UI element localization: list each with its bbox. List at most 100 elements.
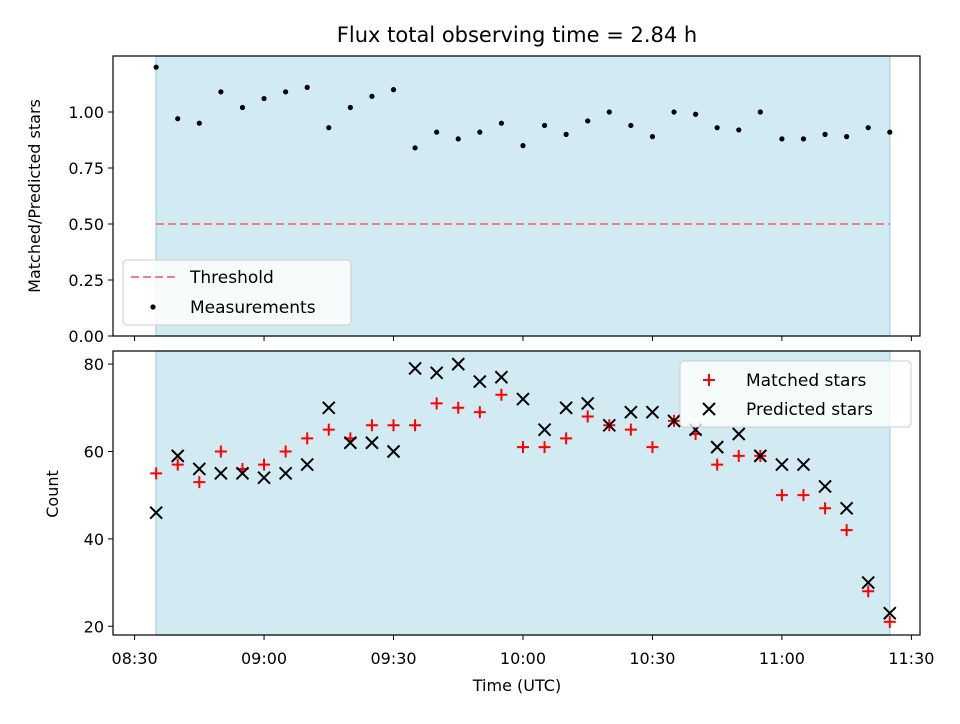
x-tick-label: 09:00 [241,649,287,668]
predicted-star-point [645,405,660,419]
matched-star-point [387,419,400,432]
predicted-star-point [300,457,314,472]
measurement-point [434,129,440,135]
predicted-star-point [732,427,746,441]
legend-matched-swatch [703,374,715,386]
bottom-y-axis-label: Count [43,470,62,518]
predicted-star-point [602,418,616,432]
predicted-star-point [861,575,875,590]
measurement-point [153,64,159,70]
y-tick-label: 1.00 [68,103,104,122]
measurement-point [261,95,267,102]
measurement-point [585,118,591,124]
measurement-point [779,136,785,142]
chart-title: Flux total observing time = 2.84 h [337,23,697,47]
top-panel: 0.00 0.25 0.50 0.75 1.00 Threshold Measurement… [68,55,921,346]
measurement-point [563,131,569,137]
measurement-point [218,89,224,95]
measurement-point [520,143,526,149]
measurement-point [865,125,871,131]
predicted-star-point [451,357,465,371]
predicted-star-point [775,457,789,472]
measurement-point [390,87,397,93]
predicted-star-point [516,392,530,406]
y-tick-label: 40 [84,530,104,549]
matched-star-point [624,423,637,436]
predicted-star-point [365,436,379,450]
matched-star-point [560,432,573,445]
predicted-star-point [386,444,401,459]
matched-star-point [516,441,529,454]
legend-label-threshold: Threshold [189,268,274,288]
matched-star-point [495,388,508,401]
legend-box [679,360,912,428]
matched-star-point [279,445,292,458]
matched-star-point [732,449,745,462]
predicted-star-point [580,396,595,411]
predicted-star-point [818,479,832,494]
measurement-point [455,136,461,142]
matched-star-point [409,419,422,432]
measurement-point [692,111,699,117]
legend-label-matched: Matched stars [746,371,866,391]
x-tick-label: 11:30 [888,649,934,668]
measurement-point [304,84,310,90]
matched-star-point [214,445,227,458]
y-tick-label: 0.75 [68,159,104,178]
matched-star-point [301,432,314,445]
matched-star-point [473,406,486,419]
measurement-point [498,120,504,126]
y-tick-label: 20 [84,617,104,636]
predicted-star-point [214,466,228,481]
predicted-star-point [149,505,163,520]
measurement-point [347,104,353,111]
y-tick-label: 80 [84,355,104,374]
measurement-point [757,109,763,115]
measurement-point [671,109,677,115]
predicted-star-point [473,374,487,389]
x-tick-label: 11:00 [759,649,805,668]
matched-star-point [193,476,206,489]
matched-star-point [150,467,163,480]
matched-star-point [365,419,378,432]
measurement-point [369,93,375,99]
legend-predicted-swatch [702,402,716,416]
predicted-star-point [429,366,444,380]
matched-star-point [819,502,832,515]
measurement-point [628,122,634,129]
measurement-point [412,145,418,151]
x-tick-label: 10:30 [629,649,675,668]
measurement-point [541,122,548,129]
measurement-point [477,129,483,135]
bottom-panel: 20 40 60 80 08:30 09:00 09:30 10:00 10:30 11:00 11… [84,350,934,668]
matched-star-point [711,458,724,471]
matched-star-point [581,410,594,423]
matched-star-point [775,489,788,502]
predicted-star-point [796,457,811,472]
predicted-star-point [235,466,250,481]
matched-star-point [258,458,271,471]
legend-box [122,259,352,326]
measurement-point [714,125,720,131]
x-tick-label: 09:30 [370,649,416,668]
x-tick-label: 10:00 [500,649,546,668]
matched-star-point [646,441,659,454]
measurement-point [649,134,656,140]
predicted-star-point [753,449,768,463]
matched-star-point [430,397,443,410]
predicted-star-point [257,471,271,485]
matched-star-point [883,615,896,628]
legend: Threshold Measurements [122,259,352,326]
measurement-point [887,129,893,135]
predicted-star-point [408,361,422,376]
measurement-point [800,136,807,142]
predicted-star-point [624,405,638,419]
y-tick-label: 0.50 [68,215,104,234]
matched-star-point [840,524,853,537]
predicted-star-point [343,436,358,450]
axes-frame [112,350,921,636]
predicted-star-point [171,449,185,463]
predicted-star-point [192,462,207,476]
x-axis-label: Time (UTC) [472,676,561,695]
